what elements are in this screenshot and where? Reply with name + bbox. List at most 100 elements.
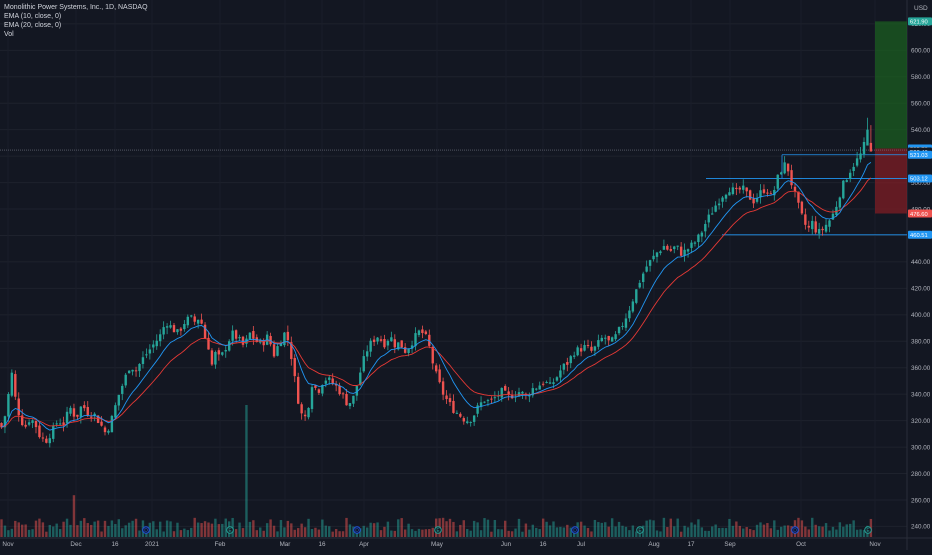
candle-body	[314, 385, 317, 388]
volume-legend[interactable]: Vol	[4, 31, 14, 38]
candle-body	[838, 197, 842, 208]
volume-bar	[93, 521, 96, 537]
volume-bar	[307, 518, 310, 537]
candle-body	[248, 332, 252, 340]
volume-bar	[797, 517, 800, 537]
volume-bar	[428, 529, 431, 537]
price-marker-bg	[908, 230, 932, 239]
ema10-line	[1, 162, 872, 431]
volume-bar	[445, 521, 448, 537]
candle-body	[797, 191, 800, 203]
level-lines	[0, 149, 907, 236]
candle-body	[186, 316, 189, 326]
y-tick-label: 320.00	[911, 418, 931, 425]
volume-bar	[455, 531, 459, 537]
x-tick-label: Dec	[70, 541, 81, 548]
volume-bar	[811, 517, 814, 537]
volume-bar	[17, 522, 20, 537]
volume-bar	[821, 526, 824, 537]
candle-body	[517, 392, 521, 397]
candle-body	[752, 198, 755, 204]
price-marker: 521.03	[908, 150, 932, 159]
candle-body	[448, 398, 452, 403]
event-marker: E	[636, 526, 644, 534]
volume-bar	[86, 523, 89, 537]
candle-body	[27, 422, 31, 425]
candle-body	[79, 406, 83, 417]
candle-body	[286, 331, 290, 341]
volume-bar	[90, 524, 93, 537]
volume-bar	[34, 520, 38, 537]
candle-body	[72, 408, 76, 417]
volume-bar	[721, 527, 724, 537]
volume-bar	[431, 527, 434, 537]
candle-body	[7, 393, 10, 417]
candle-body	[855, 158, 859, 166]
candle-body	[45, 438, 48, 443]
volume-bar	[359, 528, 362, 537]
volume-bar	[276, 531, 279, 537]
candle-body	[145, 354, 148, 356]
volume-bar	[407, 523, 410, 537]
price-marker: 621.90	[908, 17, 932, 26]
candle-body	[652, 255, 655, 260]
event-marker-circle	[571, 526, 579, 534]
volume-bar	[483, 518, 486, 537]
candle-body	[445, 395, 448, 400]
candle-body	[590, 346, 593, 351]
candle-body	[755, 198, 759, 202]
candle-body	[131, 369, 134, 372]
candle-body	[593, 346, 597, 351]
ema20-legend[interactable]: EMA (20, close, 0)	[4, 22, 62, 29]
candle-body	[62, 422, 65, 425]
candle-body	[390, 337, 393, 342]
event-marker-label: E	[638, 528, 642, 534]
candle-body	[117, 394, 120, 406]
candle-body	[169, 325, 172, 328]
volume-bar	[179, 530, 183, 537]
volume-bar	[448, 518, 452, 537]
volume-bar	[238, 522, 241, 537]
legend: Monolithic Power Systems, Inc., 1D, NASD…	[4, 3, 148, 39]
candle-body	[441, 381, 445, 395]
volume-bar	[269, 519, 272, 537]
y-tick-label: 560.00	[911, 101, 931, 108]
candle-body	[369, 340, 372, 352]
ema10-legend[interactable]: EMA (10, close, 0)	[4, 13, 62, 20]
symbol-title[interactable]: Monolithic Power Systems, Inc., 1D, NASD…	[4, 4, 148, 11]
candle-body	[604, 337, 607, 339]
candle-body	[196, 319, 200, 324]
candle-body	[466, 421, 469, 424]
y-tick-label: 380.00	[911, 339, 931, 346]
candle-body	[555, 377, 559, 381]
candle-body	[717, 203, 721, 206]
volume-bar	[196, 522, 200, 537]
candle-body	[438, 369, 441, 383]
price-axis[interactable]: USD 240.00 260.00 280.00 300.00 320.00 340.00…	[911, 5, 931, 531]
candle-body	[183, 323, 186, 330]
candle-body	[124, 374, 127, 386]
volume-bar	[462, 520, 465, 537]
volume-bar	[621, 525, 624, 537]
candle-body	[55, 423, 58, 425]
volume-bar	[845, 524, 848, 537]
candle-body	[38, 425, 41, 438]
price-marker-label: 476.60	[910, 212, 928, 218]
volume-bar	[724, 528, 728, 537]
candle-body	[559, 370, 562, 378]
volume-bar	[800, 520, 804, 537]
volume-bar	[579, 521, 583, 537]
volume-bar	[573, 530, 576, 537]
time-axis[interactable]: Nov Dec 16 2021 Feb Mar 16 Apr May Jun 16 Jul Aug 17 S…	[2, 541, 881, 548]
volume-bar	[121, 528, 124, 537]
candle-body	[252, 331, 255, 339]
volume-bar	[41, 522, 45, 537]
candle-body	[31, 420, 34, 423]
candle-body	[414, 333, 417, 347]
volume-bar	[504, 520, 507, 537]
volume-bar	[752, 530, 755, 537]
volume-bar	[386, 521, 390, 537]
volume-bar	[214, 518, 217, 537]
